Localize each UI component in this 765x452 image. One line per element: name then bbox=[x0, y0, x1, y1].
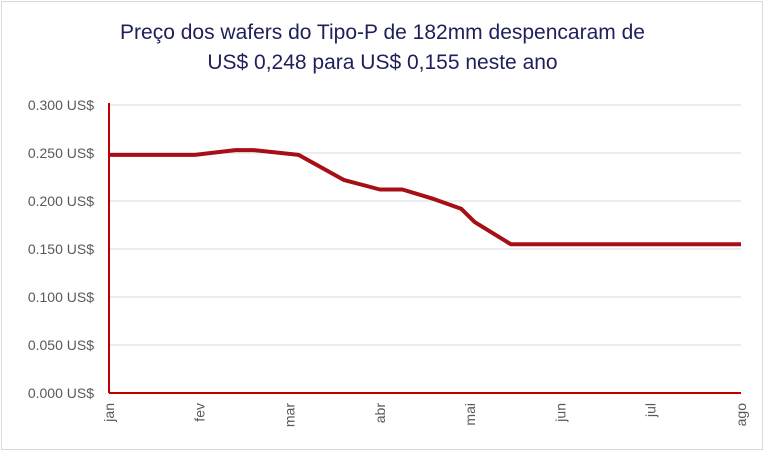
x-tick-label: mar bbox=[282, 403, 298, 427]
y-tick-label: 0.200 US$ bbox=[28, 193, 94, 209]
y-tick-labels: 0.000 US$ 0.050 US$ 0.100 US$ 0.150 US$ 0.20… bbox=[28, 97, 94, 401]
x-tick-label: jun bbox=[552, 403, 568, 423]
y-tick-label: 0.050 US$ bbox=[28, 337, 94, 353]
axes bbox=[108, 103, 741, 394]
y-tick-label: 0.000 US$ bbox=[28, 385, 94, 401]
y-tick-label: 0.300 US$ bbox=[28, 97, 94, 113]
x-tick-label: jul bbox=[643, 403, 659, 418]
y-tick-label: 0.250 US$ bbox=[28, 145, 94, 161]
x-tick-label: ago bbox=[733, 403, 749, 427]
x-tick-label: abr bbox=[372, 403, 388, 424]
chart-title-line-1: Preço dos wafers do Tipo-P de 182mm desp… bbox=[120, 21, 645, 44]
y-tick-label: 0.100 US$ bbox=[28, 289, 94, 305]
gridlines bbox=[109, 104, 741, 346]
x-tick-label: jan bbox=[101, 403, 117, 423]
x-tick-labels: jan fev mar abr mai jun jul ago bbox=[101, 403, 749, 427]
chart-title-line-2: US$ 0,248 para US$ 0,155 neste ano bbox=[207, 51, 558, 74]
x-tick-label: mai bbox=[462, 403, 478, 426]
chart-title: Preço dos wafers do Tipo-P de 182mm desp… bbox=[0, 18, 765, 78]
y-tick-label: 0.150 US$ bbox=[28, 241, 94, 257]
x-tick-label: fev bbox=[191, 403, 207, 422]
series-layer bbox=[108, 148, 742, 247]
series-line bbox=[109, 148, 741, 247]
